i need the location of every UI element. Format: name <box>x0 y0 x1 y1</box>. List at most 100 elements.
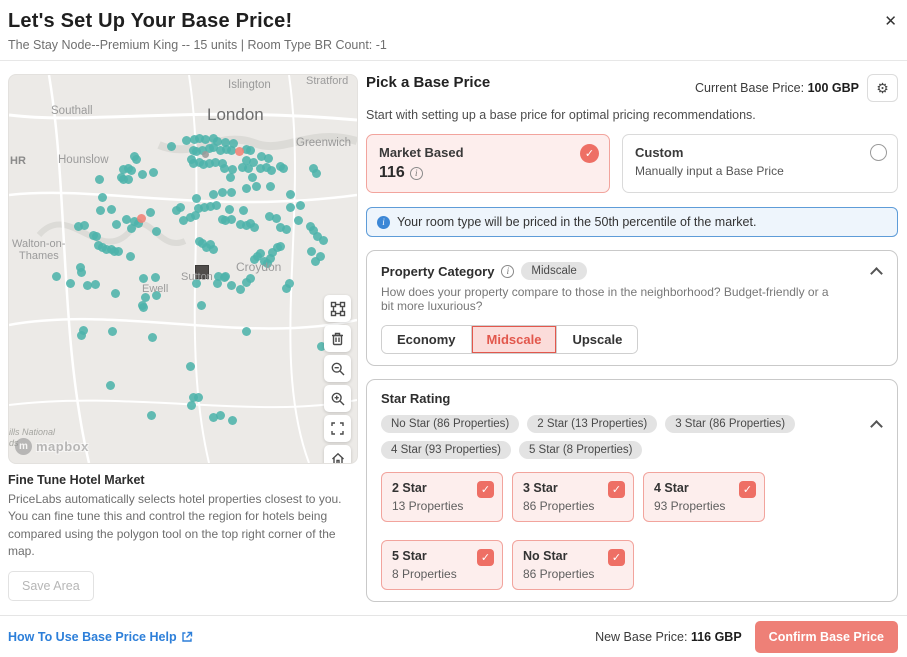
hotel-dot[interactable] <box>286 203 295 212</box>
hotel-dot[interactable] <box>106 381 115 390</box>
hotel-dot[interactable] <box>139 303 148 312</box>
hotel-dot[interactable] <box>92 232 101 241</box>
hotel-dot[interactable] <box>238 163 247 172</box>
zoom-out-button[interactable] <box>324 355 351 382</box>
segment-midscale[interactable]: Midscale <box>471 326 558 353</box>
hotel-dot[interactable] <box>220 164 229 173</box>
hotel-dot[interactable] <box>107 205 116 214</box>
hotel-dot[interactable] <box>205 159 214 168</box>
home-button[interactable] <box>324 445 351 463</box>
hotel-dot[interactable] <box>212 201 221 210</box>
hotel-dot[interactable] <box>132 155 141 164</box>
hotel-dot[interactable] <box>176 203 185 212</box>
hotel-dot[interactable] <box>213 137 222 146</box>
zoom-in-button[interactable] <box>324 385 351 412</box>
hotel-dot[interactable] <box>209 413 218 422</box>
hotel-dot[interactable] <box>194 204 203 213</box>
hotel-dot[interactable] <box>266 182 275 191</box>
hotel-dot[interactable] <box>316 252 325 261</box>
base-price-help-link[interactable]: How To Use Base Price Help <box>8 630 193 644</box>
hotel-dot[interactable] <box>95 175 104 184</box>
hotel-dot[interactable] <box>257 152 266 161</box>
hotel-dot[interactable] <box>76 263 85 272</box>
hotel-dot[interactable] <box>141 293 150 302</box>
hotel-dot[interactable] <box>151 273 160 282</box>
hotel-dot[interactable] <box>139 274 148 283</box>
hotel-dot[interactable] <box>192 194 201 203</box>
close-icon[interactable]: ✕ <box>884 13 897 30</box>
star-card-2-star[interactable]: 2 Star 13 Properties ✓ <box>381 472 503 522</box>
star-card-no-star[interactable]: No Star 86 Properties ✓ <box>512 540 634 590</box>
hotel-dot[interactable] <box>249 158 258 167</box>
hotel-dot[interactable] <box>246 146 255 155</box>
hotel-dot[interactable] <box>227 146 236 155</box>
hotel-dot[interactable] <box>276 242 285 251</box>
hotel-dot[interactable] <box>228 165 237 174</box>
hotel-dot[interactable] <box>221 138 230 147</box>
star-card-3-star[interactable]: 3 Star 86 Properties ✓ <box>512 472 634 522</box>
hotel-dot[interactable] <box>190 135 199 144</box>
hotel-dot[interactable] <box>195 134 204 143</box>
hotel-dot[interactable] <box>309 226 318 235</box>
hotel-dot[interactable] <box>242 327 251 336</box>
hotel-dot[interactable] <box>227 281 236 290</box>
segment-economy[interactable]: Economy <box>382 326 472 353</box>
radio-unselected-icon[interactable] <box>870 144 887 161</box>
hotel-dot[interactable] <box>209 190 218 199</box>
hotel-dot[interactable] <box>148 333 157 342</box>
hotel-dot[interactable] <box>102 245 111 254</box>
hotel-dot[interactable] <box>216 411 225 420</box>
hotel-dot[interactable] <box>225 205 234 214</box>
hotel-dot[interactable] <box>152 227 161 236</box>
hotel-market-map[interactable]: London Islington Stratford Southall Greenwic… <box>8 74 358 464</box>
hotel-dot[interactable] <box>119 165 128 174</box>
hotel-dot[interactable] <box>242 156 251 165</box>
hotel-dot[interactable] <box>66 279 75 288</box>
hotel-dot[interactable] <box>236 285 245 294</box>
hotel-dot[interactable] <box>256 249 265 258</box>
hotel-dot[interactable] <box>186 213 195 222</box>
hotel-dot[interactable] <box>127 166 136 175</box>
hotel-dot[interactable] <box>309 164 318 173</box>
hotel-dot[interactable] <box>197 301 206 310</box>
hotel-dot[interactable] <box>147 411 156 420</box>
hotel-dot[interactable] <box>152 291 161 300</box>
hotel-dot-highlighted[interactable] <box>235 147 244 156</box>
hotel-dot[interactable] <box>182 136 191 145</box>
hotel-dot[interactable] <box>80 221 89 230</box>
save-area-button[interactable]: Save Area <box>8 570 94 601</box>
hotel-dot[interactable] <box>227 215 236 224</box>
hotel-dot[interactable] <box>256 164 265 173</box>
checkbox-checked-icon[interactable]: ✓ <box>739 481 756 498</box>
hotel-dot[interactable] <box>83 281 92 290</box>
hotel-dot[interactable] <box>242 278 251 287</box>
hotel-dot[interactable] <box>265 212 274 221</box>
hotel-dot[interactable] <box>294 216 303 225</box>
hotel-dot[interactable] <box>126 252 135 261</box>
hotel-dot[interactable] <box>114 247 123 256</box>
hotel-dot[interactable] <box>319 236 328 245</box>
hotel-dot[interactable] <box>179 216 188 225</box>
hotel-dot[interactable] <box>228 416 237 425</box>
hotel-dot[interactable] <box>222 145 231 154</box>
hotel-dot[interactable] <box>149 168 158 177</box>
hotel-dot[interactable] <box>312 169 321 178</box>
hotel-dot[interactable] <box>52 272 61 281</box>
star-card-4-star[interactable]: 4 Star 93 Properties ✓ <box>643 472 765 522</box>
fullscreen-button[interactable] <box>324 415 351 442</box>
hotel-dot[interactable] <box>167 142 176 151</box>
hotel-dot[interactable] <box>307 247 316 256</box>
hotel-dot[interactable] <box>244 164 253 173</box>
info-icon[interactable]: i <box>409 166 423 180</box>
hotel-dot[interactable] <box>214 272 223 281</box>
hotel-dot[interactable] <box>201 135 210 144</box>
hotel-dot[interactable] <box>74 222 83 231</box>
market-based-option[interactable]: Market Based 116 i ✓ <box>366 134 610 193</box>
hotel-dot[interactable] <box>266 254 275 263</box>
polygon-tool-button[interactable] <box>324 295 351 322</box>
hotel-dot[interactable] <box>77 268 86 277</box>
hotel-dot[interactable] <box>138 170 147 179</box>
hotel-dot[interactable] <box>200 203 209 212</box>
hotel-dot[interactable] <box>186 362 195 371</box>
hotel-dot[interactable] <box>192 279 201 288</box>
